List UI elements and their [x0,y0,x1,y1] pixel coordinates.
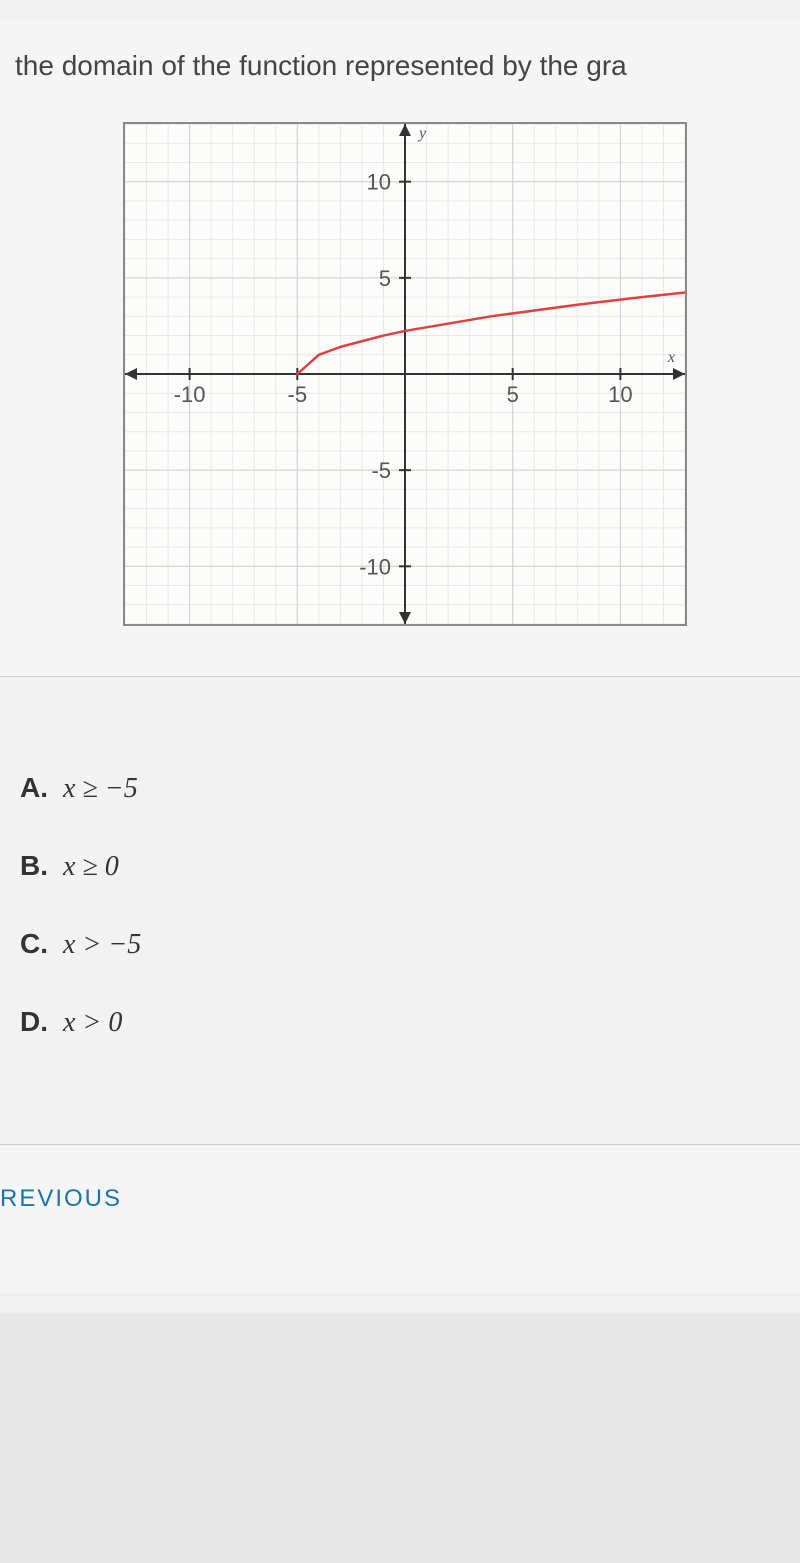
svg-text:-10: -10 [174,382,206,407]
page-container: the domain of the function represented b… [0,0,800,1313]
previous-button[interactable]: REVIOUS [0,1185,122,1212]
nav-section: REVIOUS [0,1145,800,1293]
svg-text:-5: -5 [371,458,391,483]
svg-text:5: 5 [379,266,391,291]
answers-section: A. x ≥ −5 B. x ≥ 0 C. x > −5 D. x > 0 [0,677,800,1145]
svg-text:-5: -5 [288,382,308,407]
answer-expression: x > 0 [63,1007,122,1038]
answer-expression: x ≥ −5 [63,773,138,804]
svg-text:10: 10 [608,382,632,407]
answer-option-c[interactable]: C. x > −5 [15,928,800,961]
answer-letter: B. [20,850,48,881]
graph-container: -10 -5 5 10 -10 -5 5 10 x y [10,112,800,656]
answer-letter: D. [20,1006,48,1037]
answer-option-d[interactable]: D. x > 0 [15,1006,800,1039]
answer-option-a[interactable]: A. x ≥ −5 [15,772,800,805]
answer-letter: C. [20,928,48,959]
question-text: the domain of the function represented b… [10,50,800,82]
question-section: the domain of the function represented b… [0,20,800,677]
graph-box: -10 -5 5 10 -10 -5 5 10 x y [123,122,687,626]
answer-option-b[interactable]: B. x ≥ 0 [15,850,800,883]
answer-letter: A. [20,772,48,803]
answers-list: A. x ≥ −5 B. x ≥ 0 C. x > −5 D. x > 0 [15,772,800,1039]
svg-text:5: 5 [507,382,519,407]
svg-text:10: 10 [367,170,391,195]
svg-text:-10: -10 [359,554,391,579]
svg-text:x: x [667,349,675,366]
function-graph: -10 -5 5 10 -10 -5 5 10 x y [125,124,685,624]
svg-text:y: y [417,125,427,142]
answer-expression: x > −5 [63,929,141,960]
answer-expression: x ≥ 0 [63,851,119,882]
